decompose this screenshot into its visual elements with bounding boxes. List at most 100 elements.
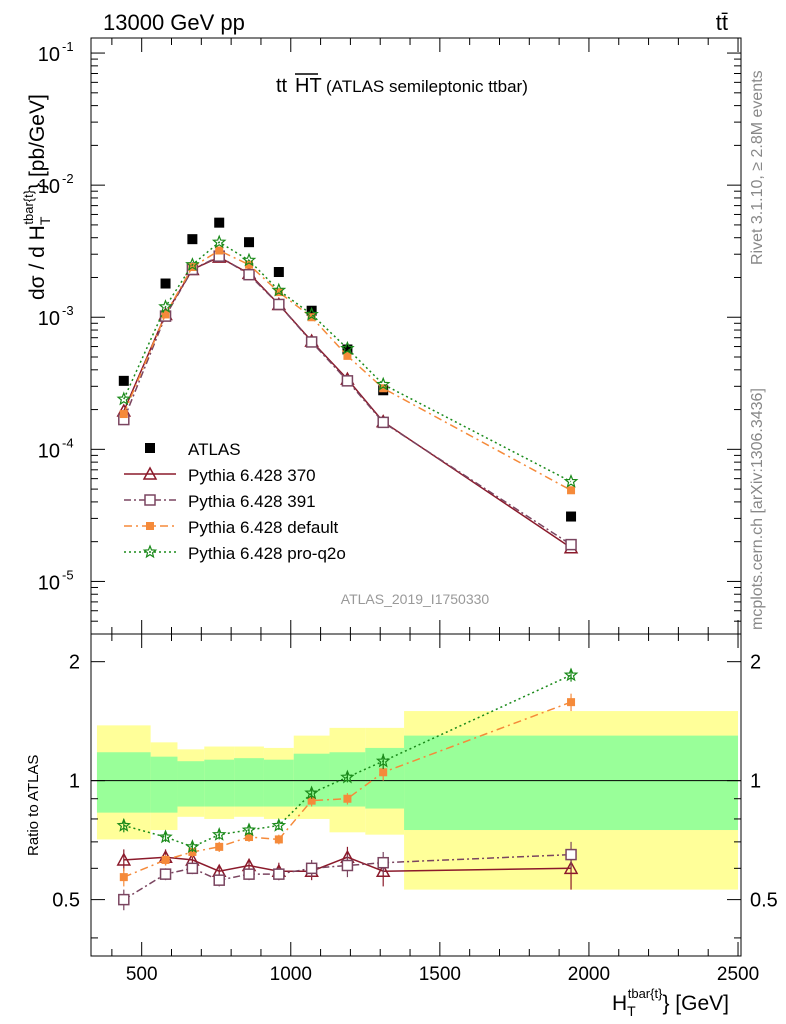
ylabel-main-sub: T bbox=[37, 216, 53, 225]
data-point-atlas bbox=[187, 234, 198, 245]
ratio-point-p391 bbox=[243, 868, 255, 880]
data-point-default bbox=[245, 260, 254, 269]
uncertainty-band-green bbox=[234, 758, 264, 807]
legend-marker-atlas bbox=[145, 443, 155, 453]
plot-title-ht: HT bbox=[295, 75, 322, 97]
main-series-group bbox=[116, 217, 579, 554]
data-point-atlas bbox=[160, 278, 171, 289]
data-point-atlas bbox=[244, 237, 255, 248]
ratio-point-default bbox=[274, 835, 283, 844]
y-tick-label-main-exp: -2 bbox=[62, 171, 74, 186]
ratio-point-p391 bbox=[565, 848, 577, 861]
ratio-point-p370 bbox=[116, 852, 132, 866]
ratio-point-p391 bbox=[213, 874, 225, 886]
ratio-point-default bbox=[567, 698, 576, 707]
process-label: tt̄ bbox=[716, 10, 728, 35]
ratio-point-default bbox=[307, 796, 316, 805]
uncertainty-band-green bbox=[404, 735, 739, 831]
svg-text:HTtbar{t}} [GeV]: HTtbar{t}} [GeV] bbox=[612, 986, 729, 1019]
ratio-point-p391 bbox=[273, 868, 285, 880]
legend-label-atlas: ATLAS bbox=[188, 440, 241, 459]
ratio-line-p370 bbox=[123, 856, 572, 872]
ratio-point-default bbox=[343, 794, 352, 803]
ratio-point-p391 bbox=[118, 893, 130, 906]
y-axis-label-main: dσ / d HTtbar{t}} [pb/GeV] bbox=[21, 94, 53, 300]
ratio-point-proq2o bbox=[563, 667, 579, 682]
data-point-proq2o bbox=[116, 391, 132, 406]
data-point-default bbox=[567, 486, 576, 495]
xlabel-sup: tbar{t} bbox=[628, 986, 663, 1001]
data-point-proq2o bbox=[211, 234, 227, 249]
ratio-series-proq2o bbox=[116, 667, 579, 854]
ratio-point-p370 bbox=[563, 860, 579, 875]
y-tick-label-main-exp: -3 bbox=[62, 303, 74, 318]
legend-label-proq2o: Pythia 6.428 pro-q2o bbox=[188, 544, 346, 563]
data-point-p391 bbox=[341, 375, 354, 387]
ratio-point-proq2o bbox=[158, 829, 173, 844]
data-point-atlas bbox=[342, 344, 353, 355]
ratio-point-p391 bbox=[305, 862, 318, 875]
y-tick-label-main-exp: -5 bbox=[62, 567, 74, 582]
y-tick-label-main: 10 bbox=[38, 308, 60, 330]
rivet-version-label: Rivet 3.1.10, ≥ 2.8M events bbox=[749, 70, 766, 265]
data-point-proq2o bbox=[241, 252, 257, 267]
uncertainty-band-green bbox=[177, 761, 205, 807]
ratio-point-default bbox=[215, 842, 224, 851]
y-tick-label-ratio-right: 2 bbox=[750, 652, 761, 674]
x-tick-label: 500 bbox=[126, 964, 158, 985]
data-point-p391 bbox=[243, 268, 255, 281]
legend-marker-p370 bbox=[142, 466, 158, 480]
plot-title-rest: (ATLAS semileptonic ttbar) bbox=[326, 77, 528, 96]
mcplots-label: mcplots.cern.ch [arXiv:1306.3436] bbox=[749, 388, 766, 630]
series-line-p391 bbox=[123, 255, 572, 546]
ratio-point-proq2o bbox=[340, 769, 355, 784]
analysis-id-label: ATLAS_2019_I1750330 bbox=[341, 591, 490, 607]
ylabel-main-post: } [pb/GeV] bbox=[26, 94, 49, 190]
series-p370 bbox=[116, 249, 579, 554]
xlabel-post: } [GeV] bbox=[662, 992, 729, 1015]
series-line-default bbox=[123, 249, 572, 491]
ratio-line-p391 bbox=[123, 853, 572, 901]
series-atlas bbox=[118, 217, 577, 522]
uncertainty-band-green bbox=[365, 747, 405, 809]
y-tick-label-main: 10 bbox=[38, 572, 60, 594]
data-point-default bbox=[215, 246, 224, 255]
data-point-proq2o bbox=[158, 299, 173, 313]
ratio-point-p391 bbox=[377, 856, 389, 869]
data-point-default bbox=[274, 288, 283, 297]
ylabel-main-pre: dσ / d H bbox=[26, 225, 49, 300]
series-line-proq2o bbox=[123, 241, 572, 483]
legend-marker-proq2o bbox=[142, 544, 158, 559]
data-point-atlas bbox=[306, 305, 317, 316]
series-p391 bbox=[118, 250, 577, 551]
plot-title-tt: tt bbox=[276, 75, 288, 97]
data-point-p391 bbox=[377, 416, 389, 429]
data-point-default bbox=[343, 351, 352, 360]
data-point-proq2o bbox=[185, 257, 200, 271]
ratio-point-default bbox=[379, 768, 388, 777]
ratio-line-proq2o bbox=[123, 674, 572, 848]
data-point-default bbox=[161, 310, 170, 319]
x-tick-label: 2000 bbox=[568, 964, 610, 985]
uncertainty-band-green bbox=[96, 752, 151, 813]
ratio-point-p391 bbox=[159, 868, 172, 880]
ratio-panel-frame bbox=[90, 633, 742, 957]
ratio-point-p391 bbox=[186, 862, 199, 875]
plot-title: tt HT (ATLAS semileptonic ttbar) bbox=[276, 73, 528, 97]
ylabel-main-sup: tbar{t} bbox=[21, 189, 36, 224]
legend-label-p391: Pythia 6.428 391 bbox=[188, 492, 316, 511]
y-tick-label-main-exp: -4 bbox=[62, 435, 74, 450]
legend-marker-default bbox=[146, 522, 154, 530]
data-point-atlas bbox=[273, 267, 284, 278]
svg-text:dσ / d HTtbar{t}} [pb/GeV]: dσ / d HTtbar{t}} [pb/GeV] bbox=[21, 94, 53, 300]
ratio-point-proq2o bbox=[271, 817, 287, 832]
uncertainty-band-green bbox=[150, 756, 178, 813]
ratio-series-p391 bbox=[118, 841, 577, 911]
data-point-proq2o bbox=[271, 282, 287, 297]
data-point-default bbox=[119, 410, 128, 419]
ratio-point-default bbox=[161, 855, 170, 864]
xlabel-sub: T bbox=[627, 1003, 636, 1019]
ratio-point-default bbox=[245, 833, 254, 842]
data-point-proq2o bbox=[563, 473, 579, 488]
